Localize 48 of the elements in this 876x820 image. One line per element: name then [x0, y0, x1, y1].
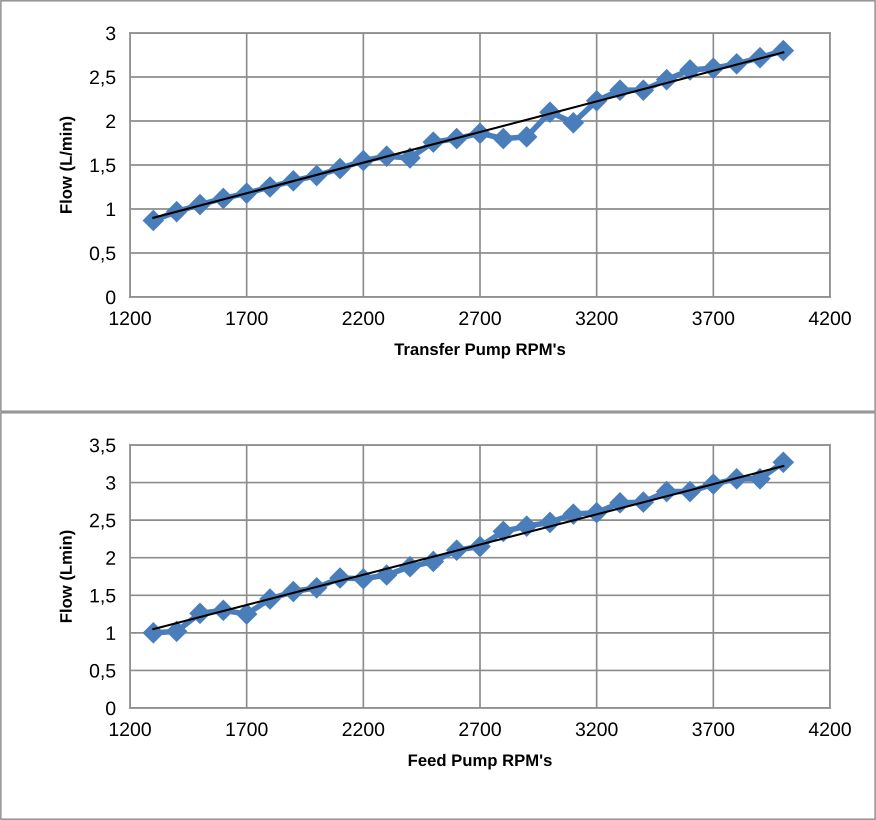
y-tick-label: 2,5 [90, 514, 116, 530]
x-tick-label: 1700 [226, 311, 268, 326]
point [142, 622, 164, 644]
x-axis-title: Feed Pump RPM's [408, 754, 552, 770]
x-tick-label: 3700 [692, 722, 734, 736]
point [166, 620, 188, 642]
y-tick-label: 2 [106, 114, 116, 128]
x-tick-label: 3700 [692, 311, 734, 326]
y-tick-label: 0 [106, 701, 116, 716]
y-tick-label: 3 [106, 26, 116, 40]
y-axis-title: Flow (L/min) [60, 116, 76, 213]
x-tick-label: 2700 [459, 722, 501, 736]
point [492, 520, 514, 542]
point [562, 504, 584, 525]
point [399, 147, 421, 168]
y-axis-title: Flow (Lmin) [60, 530, 76, 622]
point [516, 516, 538, 537]
point [516, 126, 538, 148]
x-tick-label: 2200 [342, 722, 384, 736]
x-tick-label: 3200 [576, 722, 618, 736]
y-tick-label: 3,5 [90, 438, 116, 455]
point [376, 564, 398, 586]
x-axis-title: Transfer Pump RPM's [394, 342, 566, 358]
y-tick-label: 3 [106, 476, 116, 490]
point [772, 452, 794, 473]
y-tick-label: 1,5 [90, 588, 116, 605]
x-tick-label: 4200 [808, 722, 851, 736]
y-tick-label: 2 [106, 551, 116, 565]
point [142, 210, 164, 231]
y-tick-label: 0 [106, 290, 116, 304]
y-tick-label: 0,5 [90, 664, 116, 680]
point [679, 59, 701, 80]
x-tick-label: 4200 [808, 311, 851, 326]
point [492, 128, 514, 150]
x-tick-label: 1200 [110, 311, 151, 326]
y-tick-label: 2,5 [90, 70, 116, 87]
x-tick-label: 2700 [459, 311, 501, 326]
y-tick-label: 0,5 [90, 246, 116, 263]
point [236, 604, 258, 625]
x-tick-label: 1700 [226, 722, 268, 736]
y-tick-label: 1 [106, 626, 116, 640]
x-tick-label: 1200 [110, 722, 151, 736]
y-tick-label: 1,5 [90, 158, 116, 175]
point [772, 40, 794, 62]
x-tick-label: 3200 [576, 311, 618, 326]
x-tick-label: 2200 [342, 311, 384, 326]
point [562, 112, 584, 134]
y-tick-label: 1 [106, 202, 116, 216]
